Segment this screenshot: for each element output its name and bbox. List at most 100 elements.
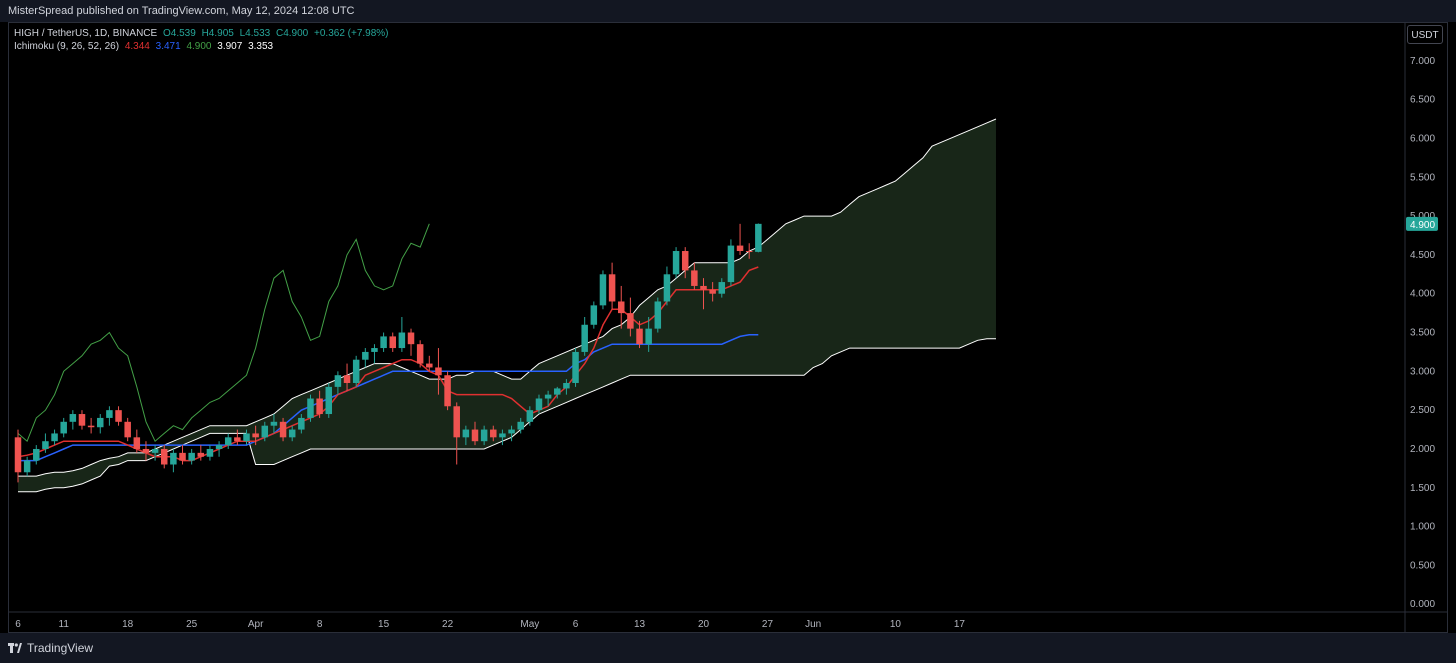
- low-value: L4.533: [239, 28, 271, 39]
- candle-body: [389, 336, 396, 349]
- candle-body: [133, 437, 141, 449]
- candle-body: [298, 417, 305, 430]
- time-tick-label: 11: [59, 619, 70, 630]
- candle-body: [526, 410, 534, 422]
- candle-body: [51, 433, 58, 442]
- time-tick-label: 13: [634, 619, 646, 630]
- time-tick-label: 6: [15, 619, 21, 630]
- candle-body: [407, 332, 415, 345]
- span-a-value: 3.907: [217, 41, 243, 52]
- candle-body: [243, 433, 250, 442]
- candle-body: [33, 448, 40, 461]
- candle-body: [380, 336, 387, 349]
- candle-body: [453, 406, 460, 438]
- candle-body: [325, 386, 333, 415]
- candle-body: [279, 421, 287, 438]
- candle-body: [727, 245, 735, 283]
- candle-body: [362, 351, 369, 360]
- time-tick-label: 22: [442, 619, 454, 630]
- candle-body: [352, 359, 360, 383]
- time-tick-label: Jun: [805, 619, 821, 630]
- candle-body: [115, 410, 122, 422]
- candle-body: [599, 274, 607, 306]
- candle-body: [307, 398, 314, 418]
- candle-body: [234, 437, 241, 442]
- price-tick-label: 3.000: [1410, 366, 1435, 377]
- candle-body: [636, 328, 643, 345]
- candle-body: [334, 375, 342, 387]
- candle-body: [316, 398, 323, 415]
- candle-body: [179, 452, 186, 461]
- candle-body: [563, 382, 570, 389]
- candle-body: [554, 388, 561, 395]
- publish-header: MisterSpread published on TradingView.co…: [0, 0, 1456, 22]
- high-value: H4.905: [201, 28, 234, 39]
- candle-body: [608, 274, 616, 302]
- price-tick-label: 0.500: [1410, 560, 1435, 571]
- lagging-value: 4.900: [186, 41, 212, 52]
- candle-body: [572, 351, 579, 383]
- candle-body: [499, 433, 506, 438]
- price-tick-label: 2.000: [1410, 444, 1435, 455]
- candle-body: [718, 282, 726, 294]
- time-tick-label: 15: [378, 619, 390, 630]
- ichimoku-cloud: [18, 119, 996, 492]
- time-tick-label: 8: [317, 619, 323, 630]
- candle-body: [709, 289, 716, 294]
- price-tick-label: 4.500: [1410, 250, 1435, 261]
- symbol-name[interactable]: HIGH / TetherUS, 1D, BINANCE: [14, 28, 158, 39]
- price-tick-label: 3.500: [1410, 328, 1435, 339]
- candle-body: [142, 448, 150, 453]
- candle-body: [617, 301, 625, 314]
- candle-body: [736, 245, 744, 252]
- candle-body: [627, 313, 634, 329]
- candle-body: [69, 414, 77, 422]
- candle-body: [426, 363, 433, 368]
- conversion-value: 4.344: [124, 41, 150, 52]
- brand-name: TradingView: [27, 641, 94, 655]
- open-value: O4.539: [162, 28, 196, 39]
- candle-body: [106, 410, 113, 418]
- candle-body: [151, 448, 159, 453]
- tradingview-logo[interactable]: TradingView: [8, 641, 93, 655]
- candle-body: [590, 305, 598, 325]
- footer-bar: TradingView: [0, 633, 1456, 663]
- candle-body: [745, 251, 753, 253]
- price-tick-label: 4.000: [1410, 289, 1435, 300]
- conversion-line: [17, 266, 759, 462]
- candle-body: [224, 437, 232, 446]
- price-tick-label: 1.500: [1410, 483, 1435, 494]
- symbol-legend: HIGH / TetherUS, 1D, BINANCE O4.539 H4.9…: [14, 28, 392, 39]
- indicator-legend: Ichimoku (9, 26, 52, 26) 4.344 3.471 4.9…: [14, 41, 276, 52]
- indicator-name[interactable]: Ichimoku (9, 26, 52, 26): [14, 41, 120, 52]
- candle-body: [435, 367, 442, 376]
- candle-body: [462, 429, 470, 438]
- price-tick-label: 7.000: [1410, 56, 1435, 67]
- time-tick-label: Apr: [248, 619, 264, 630]
- candle-body: [42, 441, 49, 449]
- candle-body: [288, 429, 296, 438]
- candle-body: [691, 270, 698, 286]
- price-tick-label: 1.000: [1410, 522, 1435, 533]
- time-tick-label: 10: [890, 619, 902, 630]
- price-tick-label: 0.000: [1410, 599, 1435, 610]
- price-tick-label: 5.500: [1410, 172, 1435, 183]
- candle-body: [23, 460, 31, 473]
- candle-body: [508, 429, 515, 434]
- time-tick-label: 27: [762, 619, 774, 630]
- candle-body: [755, 223, 762, 252]
- candle-body: [535, 398, 543, 411]
- candle-body: [60, 421, 67, 434]
- candle-body: [252, 433, 259, 438]
- candle-body: [371, 348, 378, 352]
- currency-button[interactable]: USDT: [1407, 25, 1443, 44]
- tradingview-logo-icon: [8, 643, 22, 653]
- candle-body: [672, 251, 680, 275]
- price-tick-label: 6.500: [1410, 95, 1435, 106]
- candle-body: [170, 452, 177, 465]
- candle-body: [215, 445, 223, 449]
- candle-body: [416, 344, 424, 364]
- time-tick-label: 17: [954, 619, 966, 630]
- price-tick-label: 6.000: [1410, 133, 1435, 144]
